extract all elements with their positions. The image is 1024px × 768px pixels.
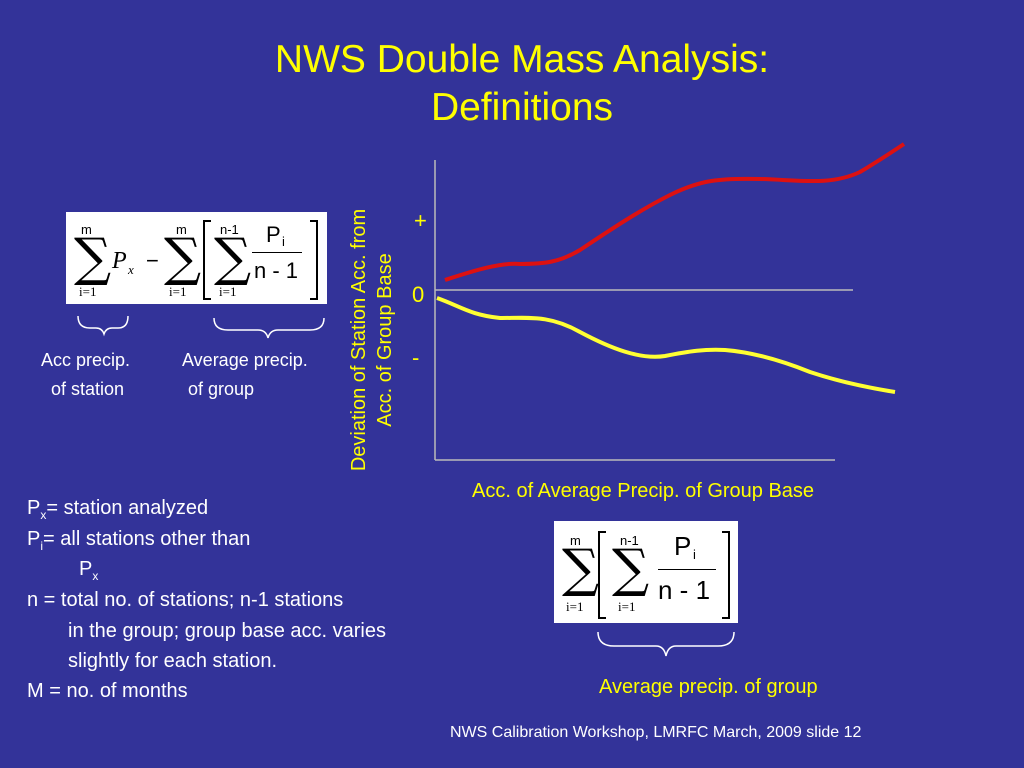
def-pi-cont-symbol: P [79, 558, 93, 580]
sigma-3-icon: ∑ [214, 228, 252, 288]
def-px: Px= station analyzed [27, 497, 208, 522]
tick-plus: + [414, 208, 427, 233]
slide-footer: NWS Calibration Workshop, LMRFC March, 2… [450, 724, 862, 741]
tick-zero: 0 [412, 282, 425, 307]
chart-y-label: Deviation of Station Acc. from Acc. of G… [346, 190, 398, 490]
tick-minus: - [412, 345, 420, 370]
f2-sum2-upper: n-1 [620, 533, 639, 548]
brace-group-icon [213, 317, 325, 339]
px-subscript: x [128, 262, 134, 277]
f2-sigma-1-icon: ∑ [562, 539, 600, 599]
f2-fraction-bar [658, 569, 716, 570]
def-pi-text: = all stations other than [43, 528, 251, 550]
f2-denominator: n - 1 [658, 575, 711, 605]
def-n-line-1: n = total no. of stations; n-1 stations [27, 589, 344, 611]
def-pi-sub: i [40, 539, 44, 553]
upper-deviation-line [444, 142, 906, 282]
sigma-1-icon: ∑ [74, 228, 112, 288]
f2-numerator-p: P [674, 531, 692, 561]
chart-y-label-line-1: Deviation of Station Acc. from [348, 208, 370, 472]
title-line-1: NWS Double Mass Analysis: [274, 38, 770, 81]
f2-right-bracket-icon [722, 531, 730, 619]
fraction-bar [252, 252, 302, 253]
slide-title: NWS Double Mass Analysis: Definitions [0, 36, 1024, 132]
def-n-line-2: in the group; group base acc. varies [68, 620, 386, 642]
f2-sum1-lower: i=1 [566, 599, 584, 614]
sum2-upper: m [176, 222, 187, 237]
brace-group-2-icon [597, 631, 735, 657]
lower-deviation-line [436, 296, 896, 394]
def-pi-cont: Px [79, 558, 98, 583]
def-px-symbol: P [27, 497, 41, 519]
numerator-sub: i [282, 234, 285, 249]
f2-numerator-sub: i [693, 547, 696, 562]
brace-station-icon [77, 315, 129, 337]
avg-precip-group-label: Average precip. of group [599, 676, 818, 698]
px-symbol: P [112, 248, 127, 274]
formula-group-average: m ∑ i=1 n-1 ∑ i=1 P i n - 1 [554, 521, 738, 623]
sum1-upper: m [81, 222, 92, 237]
def-pi: Pi= all stations other than [27, 528, 250, 553]
sigma-2-icon: ∑ [164, 228, 202, 288]
f2-left-bracket-icon [598, 531, 606, 619]
f2-sum1-upper: m [570, 533, 581, 548]
f2-sum2-lower: i=1 [618, 599, 636, 614]
def-pi-cont-sub: x [92, 569, 99, 583]
def-px-text: = station analyzed [46, 497, 209, 519]
avg-precip-label-1: Average precip. [182, 350, 308, 370]
def-n-line-3: slightly for each station. [68, 650, 277, 672]
left-bracket-icon [203, 220, 211, 300]
acc-precip-label-1: Acc precip. [41, 350, 131, 370]
def-m-line: M = no. of months [27, 680, 188, 702]
acc-precip-label-2: of station [51, 379, 125, 399]
numerator-p: P [266, 222, 281, 247]
avg-precip-label-2: of group [188, 379, 255, 399]
chart-x-label: Acc. of Average Precip. of Group Base [472, 480, 815, 502]
sum2-lower: i=1 [169, 284, 187, 299]
minus-sign: − [146, 248, 159, 273]
formula-station-minus-group: m ∑ i=1 P x − m ∑ i=1 n-1 ∑ i=1 P i n - … [66, 212, 327, 304]
f2-sigma-2-icon: ∑ [612, 539, 650, 599]
title-line-2: Definitions [430, 86, 614, 129]
def-pi-symbol: P [27, 528, 41, 550]
sum3-upper: n-1 [220, 222, 239, 237]
sum3-lower: i=1 [219, 284, 237, 299]
right-bracket-icon [310, 220, 318, 300]
def-px-sub: x [40, 508, 47, 522]
sum1-lower: i=1 [79, 284, 97, 299]
chart-y-label-line-2: Acc. of Group Base [374, 253, 396, 427]
denominator: n - 1 [254, 258, 299, 283]
